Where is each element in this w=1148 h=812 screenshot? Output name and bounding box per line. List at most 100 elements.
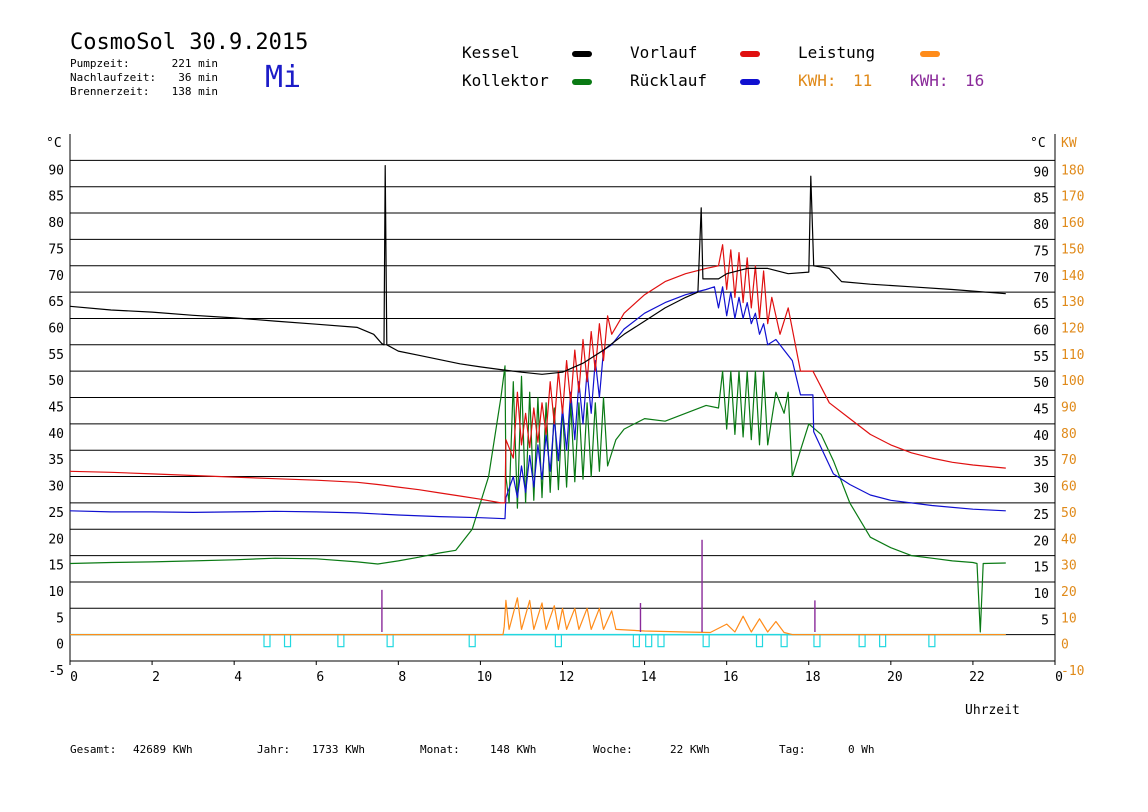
x-tick-label: 10 xyxy=(477,670,493,685)
y-tick-label-left: 40 xyxy=(48,427,64,442)
y-tick-label-right: 30 xyxy=(1033,482,1049,497)
legend-label: Leistung xyxy=(798,43,876,62)
pump-marker xyxy=(468,634,476,648)
kwh-value: 11 xyxy=(853,71,873,90)
y-tick-label-kw: 120 xyxy=(1061,321,1084,336)
y-axis-unit-kw: KW xyxy=(1061,136,1077,151)
pump-marker xyxy=(337,634,345,648)
series-line-leistung xyxy=(70,597,1006,636)
legend-swatch xyxy=(740,51,760,57)
y-tick-label-kw: 100 xyxy=(1061,374,1084,389)
y-tick-label-right: 85 xyxy=(1033,192,1049,207)
y-tick-label-left: 75 xyxy=(48,242,64,257)
legend-swatch xyxy=(920,51,940,57)
y-tick-label-right: 40 xyxy=(1033,429,1049,444)
pump-marker xyxy=(858,634,866,648)
y-tick-label-left: 85 xyxy=(48,190,64,205)
y-tick-label-kw: 70 xyxy=(1061,453,1077,468)
y-tick-label-kw: 180 xyxy=(1061,163,1084,178)
pump-marker xyxy=(702,634,710,648)
legend-label: Kessel xyxy=(462,43,520,62)
y-tick-label-left: 15 xyxy=(48,559,64,574)
kwh-label: KWH: xyxy=(798,71,837,90)
y-tick-label-kw: 140 xyxy=(1061,269,1084,284)
footer-value: 1733 KWh xyxy=(312,743,365,756)
pump-marker xyxy=(813,634,821,648)
y-tick-label-right: 90 xyxy=(1033,165,1049,180)
stat-label: Pumpzeit: xyxy=(70,57,130,70)
legend-label: Kollektor xyxy=(462,71,549,90)
y-tick-label-right: 60 xyxy=(1033,323,1049,338)
y-tick-label-kw: 170 xyxy=(1061,190,1084,205)
pump-marker xyxy=(879,634,887,648)
y-tick-label-kw: 110 xyxy=(1061,348,1084,363)
pump-marker xyxy=(780,634,788,648)
pump-marker xyxy=(928,634,936,648)
pump-marker xyxy=(657,634,665,648)
footer-value: 0 Wh xyxy=(848,743,875,756)
y-tick-label-left: 90 xyxy=(48,163,64,178)
y-tick-label-right: 75 xyxy=(1033,244,1049,259)
y-tick-label-kw: 20 xyxy=(1061,585,1077,600)
footer-label: Tag: xyxy=(779,743,806,756)
y-tick-label-right: 25 xyxy=(1033,508,1049,523)
footer-value: 42689 KWh xyxy=(133,743,193,756)
x-tick-label: 14 xyxy=(641,670,657,685)
y-tick-label-left: 55 xyxy=(48,348,64,363)
series-line-kessel xyxy=(69,165,1006,375)
x-tick-label: 0 xyxy=(70,670,78,685)
y-tick-label-left: 70 xyxy=(48,269,64,284)
footer-label: Gesamt: xyxy=(70,743,117,756)
x-tick-label: 6 xyxy=(316,670,324,685)
legend-swatch xyxy=(740,79,760,85)
pump-marker xyxy=(632,634,640,648)
x-tick-label: 4 xyxy=(234,670,242,685)
y-tick-label-right: 55 xyxy=(1033,350,1049,365)
footer-label: Jahr: xyxy=(257,743,291,756)
legend-swatch xyxy=(572,79,592,85)
pump-marker xyxy=(755,634,764,648)
x-tick-label: 20 xyxy=(887,670,903,685)
x-tick-label: 16 xyxy=(723,670,739,685)
y-tick-label-left: 45 xyxy=(48,401,64,416)
y-tick-label-right: 45 xyxy=(1033,403,1049,418)
pump-marker xyxy=(645,634,653,648)
legend-label: Vorlauf xyxy=(630,43,698,62)
stat-value: 36 min xyxy=(178,71,218,84)
y-tick-label-left: 60 xyxy=(48,321,64,336)
stat-label: Brennerzeit: xyxy=(70,85,150,98)
y-tick-label-kw: 90 xyxy=(1061,401,1077,416)
y-tick-label-left: 25 xyxy=(48,506,64,521)
x-axis-title: Uhrzeit xyxy=(965,703,1020,718)
y-tick-label-left: 65 xyxy=(48,295,64,310)
y-tick-label-kw: -10 xyxy=(1061,664,1084,679)
footer-value: 22 KWh xyxy=(670,743,710,756)
legend-label: Rücklauf xyxy=(630,71,708,90)
y-tick-label-left: 20 xyxy=(48,532,64,547)
y-tick-label-left: 10 xyxy=(48,585,64,600)
y-tick-label-right: 15 xyxy=(1033,561,1049,576)
series-line-vorlauf xyxy=(69,244,1006,504)
y-tick-label-right: 65 xyxy=(1033,297,1049,312)
weekday-label: Mi xyxy=(265,60,302,95)
y-tick-label-kw: 160 xyxy=(1061,216,1084,231)
stat-value: 138 min xyxy=(171,85,218,98)
y-tick-label-left: 30 xyxy=(48,480,64,495)
kwh-label: KWH: xyxy=(910,71,949,90)
y-axis-unit-right: °C xyxy=(1030,136,1046,151)
y-tick-label-right: 50 xyxy=(1033,376,1049,391)
y-tick-label-left: 80 xyxy=(48,216,64,231)
x-tick-label: 8 xyxy=(398,670,406,685)
y-tick-label-kw: 80 xyxy=(1061,427,1077,442)
pump-marker xyxy=(386,634,394,648)
y-tick-label-kw: 0 xyxy=(1061,638,1069,653)
series-line-ruecklauf xyxy=(69,286,1006,520)
y-tick-label-right: 10 xyxy=(1033,587,1049,602)
y-tick-label-left: -5 xyxy=(48,664,64,679)
y-tick-label-kw: 50 xyxy=(1061,506,1077,521)
pump-marker xyxy=(283,634,292,648)
y-tick-label-kw: 150 xyxy=(1061,242,1084,257)
x-tick-label: 22 xyxy=(969,670,985,685)
y-tick-label-kw: 60 xyxy=(1061,480,1077,495)
